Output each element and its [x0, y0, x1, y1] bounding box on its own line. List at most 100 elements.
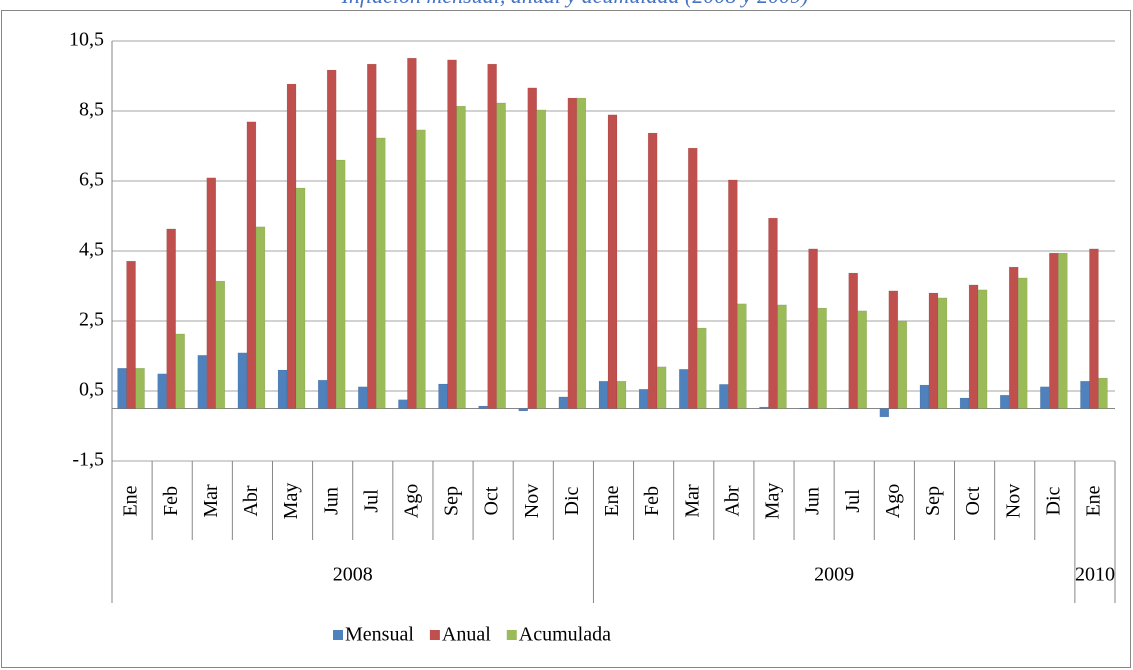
- y-tick-label: 2,5: [79, 309, 104, 331]
- bar: [487, 63, 497, 409]
- bar: [277, 369, 288, 409]
- bar: [848, 272, 858, 409]
- bar: [737, 303, 747, 409]
- x-tick-label: Mar: [681, 484, 703, 518]
- bar: [647, 132, 658, 409]
- bar: [696, 327, 707, 409]
- x-tick-label: Ene: [1083, 485, 1105, 516]
- bar: [326, 69, 337, 409]
- bar: [558, 396, 569, 409]
- bar: [126, 260, 136, 409]
- bar: [719, 384, 729, 409]
- x-tick-label: Ene: [601, 485, 623, 516]
- legend-label: Mensual: [345, 624, 414, 646]
- x-tick-label: Dic: [1042, 486, 1064, 515]
- bar: [527, 87, 538, 409]
- bar: [999, 394, 1010, 409]
- x-tick-label: Oct: [481, 486, 503, 515]
- x-tick-label: Abr: [721, 485, 743, 516]
- bar: [407, 57, 417, 409]
- bar: [678, 369, 689, 409]
- bar: [367, 63, 377, 409]
- bar: [456, 105, 466, 409]
- bar: [255, 226, 266, 409]
- x-tick-label: Dic: [561, 486, 583, 515]
- bar: [638, 389, 649, 409]
- y-tick-label: 6,5: [79, 169, 104, 191]
- x-tick-label: Nov: [1002, 484, 1024, 518]
- x-tick-label: Mar: [200, 484, 222, 518]
- x-tick-label: Jun: [802, 487, 824, 515]
- bar: [598, 380, 609, 409]
- bar: [728, 179, 738, 409]
- bar: [888, 290, 899, 409]
- bar: [808, 248, 818, 409]
- bar: [919, 384, 930, 409]
- x-tick-label: Ago: [882, 484, 904, 518]
- x-tick-label: Feb: [160, 486, 182, 516]
- chart-title: Inflación mensual, anual y acumulada (20…: [341, 0, 809, 8]
- bar: [317, 379, 328, 409]
- x-tick-label: Ago: [400, 484, 422, 518]
- bar: [438, 383, 448, 409]
- bar: [1008, 266, 1019, 409]
- bar: [416, 129, 426, 409]
- legend-swatch: [429, 630, 440, 640]
- bar: [576, 97, 587, 409]
- bar: [1058, 252, 1068, 409]
- bar: [1017, 277, 1028, 409]
- bar: [447, 59, 457, 409]
- chart-border: [1, 10, 1131, 668]
- bar: [656, 366, 667, 409]
- bar: [897, 320, 908, 409]
- y-tick-label: 8,5: [79, 99, 104, 121]
- bar: [496, 102, 506, 409]
- bar: [166, 228, 176, 409]
- bar: [518, 408, 529, 412]
- bar: [117, 368, 127, 409]
- group-label: 2008: [333, 564, 373, 586]
- bar: [536, 109, 547, 409]
- bar: [937, 297, 948, 409]
- bar: [567, 97, 578, 409]
- bar: [286, 83, 297, 409]
- bar: [295, 187, 306, 409]
- x-tick-label: Sep: [922, 486, 944, 516]
- x-tick-label: May: [280, 483, 302, 520]
- bar: [817, 307, 827, 409]
- bar: [977, 289, 988, 409]
- bar: [135, 368, 145, 409]
- bar: [197, 355, 208, 409]
- bar: [478, 405, 488, 409]
- legend-label: Anual: [442, 624, 491, 646]
- bar: [335, 159, 346, 409]
- x-tick-label: Jul: [360, 489, 382, 513]
- bar: [376, 137, 386, 409]
- bar: [759, 406, 769, 409]
- bar: [237, 352, 248, 409]
- bar: [959, 397, 970, 409]
- bar: [157, 373, 167, 409]
- bar: [768, 217, 778, 409]
- bar: [607, 114, 618, 409]
- y-tick-label: 4,5: [79, 239, 104, 261]
- bar: [1080, 380, 1090, 409]
- legend-label: Acumulada: [519, 624, 611, 646]
- legend-swatch: [333, 630, 343, 640]
- legend-swatch: [506, 630, 517, 640]
- bar: [358, 386, 368, 409]
- x-tick-label: Sep: [441, 486, 463, 516]
- bar: [968, 284, 979, 409]
- x-tick-label: Oct: [962, 486, 984, 515]
- x-tick-label: Jul: [842, 489, 864, 513]
- bar: [398, 399, 408, 409]
- bar: [687, 147, 698, 409]
- bar: [1098, 377, 1108, 409]
- y-tick-label: 0,5: [79, 379, 104, 401]
- bar: [777, 304, 787, 409]
- bar: [175, 333, 185, 409]
- x-tick-label: Nov: [521, 484, 543, 518]
- bar: [206, 177, 217, 409]
- bar: [246, 121, 257, 409]
